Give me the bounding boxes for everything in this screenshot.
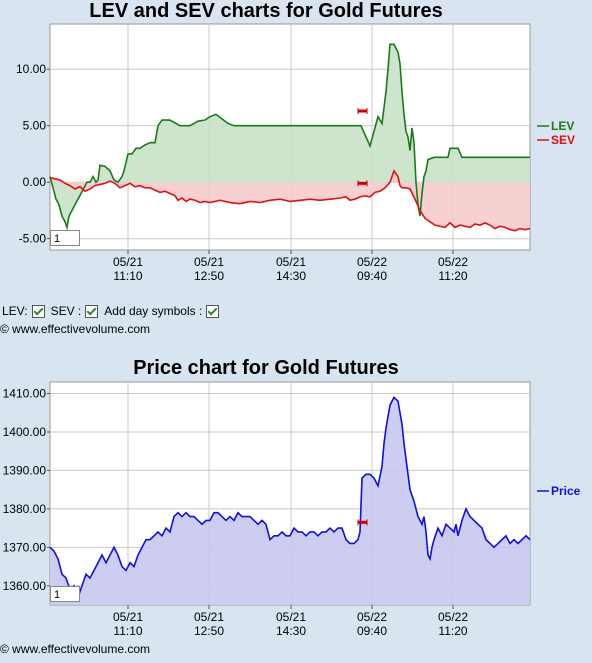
lev-xtick-time: 09:40 <box>357 269 387 283</box>
lev-xtick-time: 11:20 <box>438 269 467 283</box>
price-xtick-date: 05/22 <box>357 610 387 624</box>
lev-legend-sev: SEV <box>551 133 575 147</box>
lev-ytick-label: -5.00 <box>19 232 47 246</box>
price-day-marker <box>358 520 367 524</box>
price-series-price-line <box>49 396 531 600</box>
price-xtick-date: 05/21 <box>113 610 143 624</box>
price-xtick-date: 05/21 <box>276 610 306 624</box>
price-ytick-label: 1380.00 <box>3 502 47 516</box>
lev-day-marker <box>358 181 367 185</box>
price-xtick-time: 11:20 <box>438 624 467 638</box>
lev-label: LEV: <box>2 304 28 318</box>
lev-ytick-label: 5.00 <box>23 119 47 133</box>
sev-label: SEV : <box>50 304 82 318</box>
lev-sev-chart: 10.005.000.00-5.0005/2111:1005/2112:5005… <box>16 23 575 283</box>
price-xtick-time: 14:30 <box>276 624 306 638</box>
price-series-price-area <box>50 397 530 605</box>
lev-xtick-time: 12:50 <box>194 269 224 283</box>
lev-series-lev-line <box>49 43 530 231</box>
price-xtick-time: 11:10 <box>113 624 142 638</box>
price-legend-price: Price <box>551 484 581 498</box>
lev-xtick-date: 05/22 <box>438 255 468 269</box>
lev-xtick-date: 05/21 <box>113 255 143 269</box>
price-zoom-input[interactable]: 1 <box>50 586 80 602</box>
sev-checkbox[interactable] <box>85 304 99 318</box>
day-symbols-label: Add day symbols : <box>104 304 203 318</box>
lev-ytick-label: 0.00 <box>23 175 47 189</box>
price-chart-title: Price chart for Gold Futures <box>133 357 399 379</box>
price-ytick-label: 1370.00 <box>3 540 47 554</box>
lev-xtick-date: 05/21 <box>194 255 224 269</box>
price-ytick-label: 1390.00 <box>3 463 47 477</box>
lev-series-sev-line <box>49 169 531 232</box>
price-xtick-date: 05/21 <box>194 610 224 624</box>
lev-copyright: © www.effectivevolume.com <box>0 322 151 336</box>
lev-xtick-time: 11:10 <box>113 269 142 283</box>
price-xtick-time: 09:40 <box>357 624 387 638</box>
price-ytick-label: 1360.00 <box>3 579 47 593</box>
lev-ytick-label: 10.00 <box>16 62 46 76</box>
lev-checkbox[interactable] <box>31 304 45 318</box>
price-ytick-label: 1410.00 <box>3 387 47 401</box>
price-copyright: © www.effectivevolume.com <box>0 642 151 656</box>
price-xtick-time: 12:50 <box>194 624 224 638</box>
price-ytick-label: 1400.00 <box>3 425 47 439</box>
lev-legend-lev: LEV <box>551 119 574 133</box>
lev-xtick-date: 05/22 <box>357 255 387 269</box>
day-symbols-checkbox[interactable] <box>206 304 220 318</box>
lev-xtick-date: 05/21 <box>276 255 306 269</box>
lev-series-lev-area <box>50 44 530 228</box>
lev-sev-chart-title: LEV and SEV charts for Gold Futures <box>89 0 443 22</box>
lev-zoom-input[interactable]: 1 <box>50 230 80 246</box>
lev-xtick-time: 14:30 <box>276 269 306 283</box>
chart-controls: LEV: SEV : Add day symbols : <box>2 304 223 318</box>
lev-day-marker <box>358 109 367 113</box>
price-xtick-date: 05/22 <box>438 610 468 624</box>
